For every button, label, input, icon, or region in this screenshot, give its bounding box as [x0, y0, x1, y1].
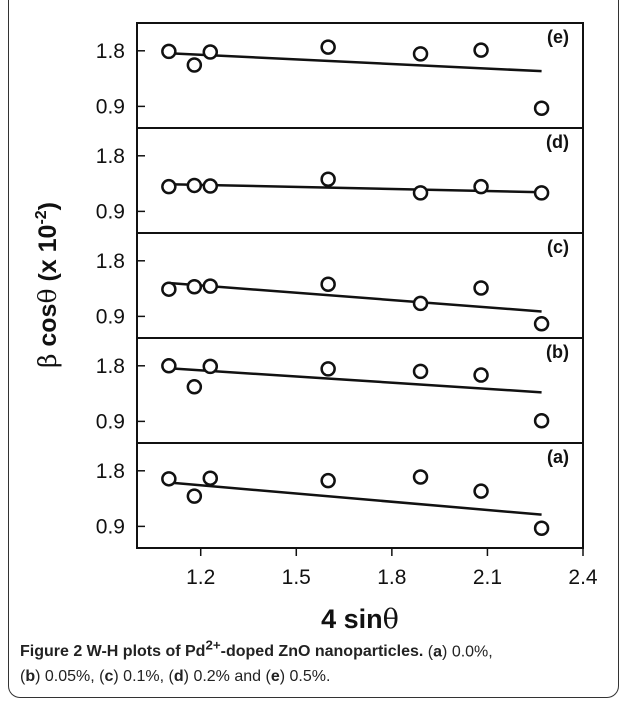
panel-label: (a)	[547, 447, 569, 467]
data-point	[533, 185, 550, 201]
y-tick-label: 1.8	[96, 355, 125, 378]
x-tick-label: 2.1	[473, 566, 502, 589]
data-point	[186, 488, 203, 504]
data-point	[320, 39, 336, 55]
data-point	[533, 316, 550, 332]
data-point	[202, 358, 219, 375]
panel-label: (d)	[546, 132, 569, 152]
y-axis-label-unit: (x 10	[34, 225, 62, 289]
data-point	[320, 361, 336, 377]
x-tick-label: 1.8	[377, 566, 406, 589]
panel-label: (e)	[547, 27, 569, 47]
data-point	[202, 178, 219, 194]
y-tick-label: 0.9	[96, 515, 125, 538]
caption-title-sup: 2+	[205, 638, 221, 653]
data-point	[473, 367, 489, 383]
panel-label: (c)	[547, 237, 569, 257]
caption-title-main: Figure 2 W-H plots of Pd	[20, 643, 206, 661]
data-point	[202, 44, 219, 60]
y-tick-label: 0.9	[96, 200, 125, 223]
x-axis-label: 4 sinθ	[321, 604, 399, 635]
fit-line	[168, 367, 542, 394]
data-point	[412, 185, 429, 201]
y-tick-label: 1.8	[96, 250, 125, 273]
caption-tag-c: c	[104, 668, 114, 686]
panel-b: 0.9 1.8 (b)	[96, 337, 583, 433]
data-point	[473, 483, 489, 499]
caption-tag-a: a	[433, 643, 443, 661]
y-axis-label-beta: β	[33, 354, 62, 368]
y-tick-label: 1.8	[96, 460, 125, 483]
y-axis-label-cos: cos	[34, 304, 62, 354]
data-point	[161, 358, 177, 374]
panel-e: 0.9 1.8 (e)	[96, 27, 569, 118]
plot-area-border	[136, 22, 584, 549]
panel-c: 0.9 1.8 (c)	[96, 232, 583, 332]
figure-frame	[8, 0, 619, 698]
y-axis-label-exponent: -2	[33, 210, 50, 224]
data-point	[412, 295, 429, 312]
y-tick-label: 1.8	[96, 40, 125, 63]
caption-tag-b: b	[25, 668, 36, 686]
caption-tag-e: e	[270, 668, 280, 686]
caption-title-end: -doped ZnO nanoparticles.	[220, 643, 424, 661]
caption-text-a: 0.0%,	[451, 643, 493, 661]
data-point	[320, 276, 336, 293]
x-tick-label: 1.2	[186, 566, 215, 589]
panel-d: 0.9 1.8 (d)	[96, 127, 583, 223]
caption-text-e: 0.5%.	[289, 668, 331, 686]
fit-line	[168, 481, 542, 516]
y-axis-label-close: )	[34, 202, 62, 210]
data-point	[161, 471, 177, 487]
data-point	[412, 363, 429, 380]
fit-line	[168, 281, 542, 313]
caption-title: Figure 2 W-H plots of Pd2+-doped ZnO nan…	[20, 638, 424, 661]
x-tick-label: 2.4	[568, 566, 598, 589]
caption-text-b: 0.05%,	[44, 668, 95, 686]
data-point	[473, 178, 489, 195]
panel-a: 0.9 1.8 (a)	[96, 442, 583, 538]
y-tick-label: 0.9	[96, 305, 125, 328]
fit-line	[168, 52, 542, 73]
x-axis-label-theta: θ	[383, 604, 399, 635]
panel-label: (b)	[546, 342, 569, 362]
data-point	[161, 178, 177, 195]
y-tick-label: 1.8	[96, 145, 125, 168]
data-point	[320, 171, 336, 188]
y-axis-label: β cosθ (x 10-2)	[33, 202, 62, 368]
y-axis-label-theta: θ	[33, 288, 62, 303]
y-tick-label: 0.9	[96, 95, 125, 118]
data-point	[186, 278, 203, 295]
data-point	[320, 472, 336, 489]
data-point	[412, 46, 429, 62]
data-point	[202, 470, 219, 486]
data-point	[533, 520, 550, 536]
data-point	[473, 280, 489, 296]
figure-caption: Figure 2 W-H plots of Pd2+-doped ZnO nan…	[20, 638, 493, 686]
caption-text-c: 0.1%,	[123, 668, 165, 686]
caption-tag-d: d	[173, 668, 184, 686]
x-axis-label-text: 4 sin	[321, 604, 383, 634]
y-tick-label: 0.9	[96, 410, 125, 433]
x-tick-label: 1.5	[282, 566, 311, 589]
data-point	[186, 379, 203, 395]
data-point	[161, 43, 177, 60]
data-point	[202, 278, 219, 294]
data-point	[161, 281, 177, 297]
data-point	[533, 413, 550, 429]
data-point	[186, 177, 203, 194]
caption-text-d: 0.2% and	[193, 668, 262, 686]
data-point	[533, 100, 550, 116]
data-point	[473, 42, 489, 58]
data-point	[186, 57, 203, 73]
data-point	[412, 469, 429, 485]
